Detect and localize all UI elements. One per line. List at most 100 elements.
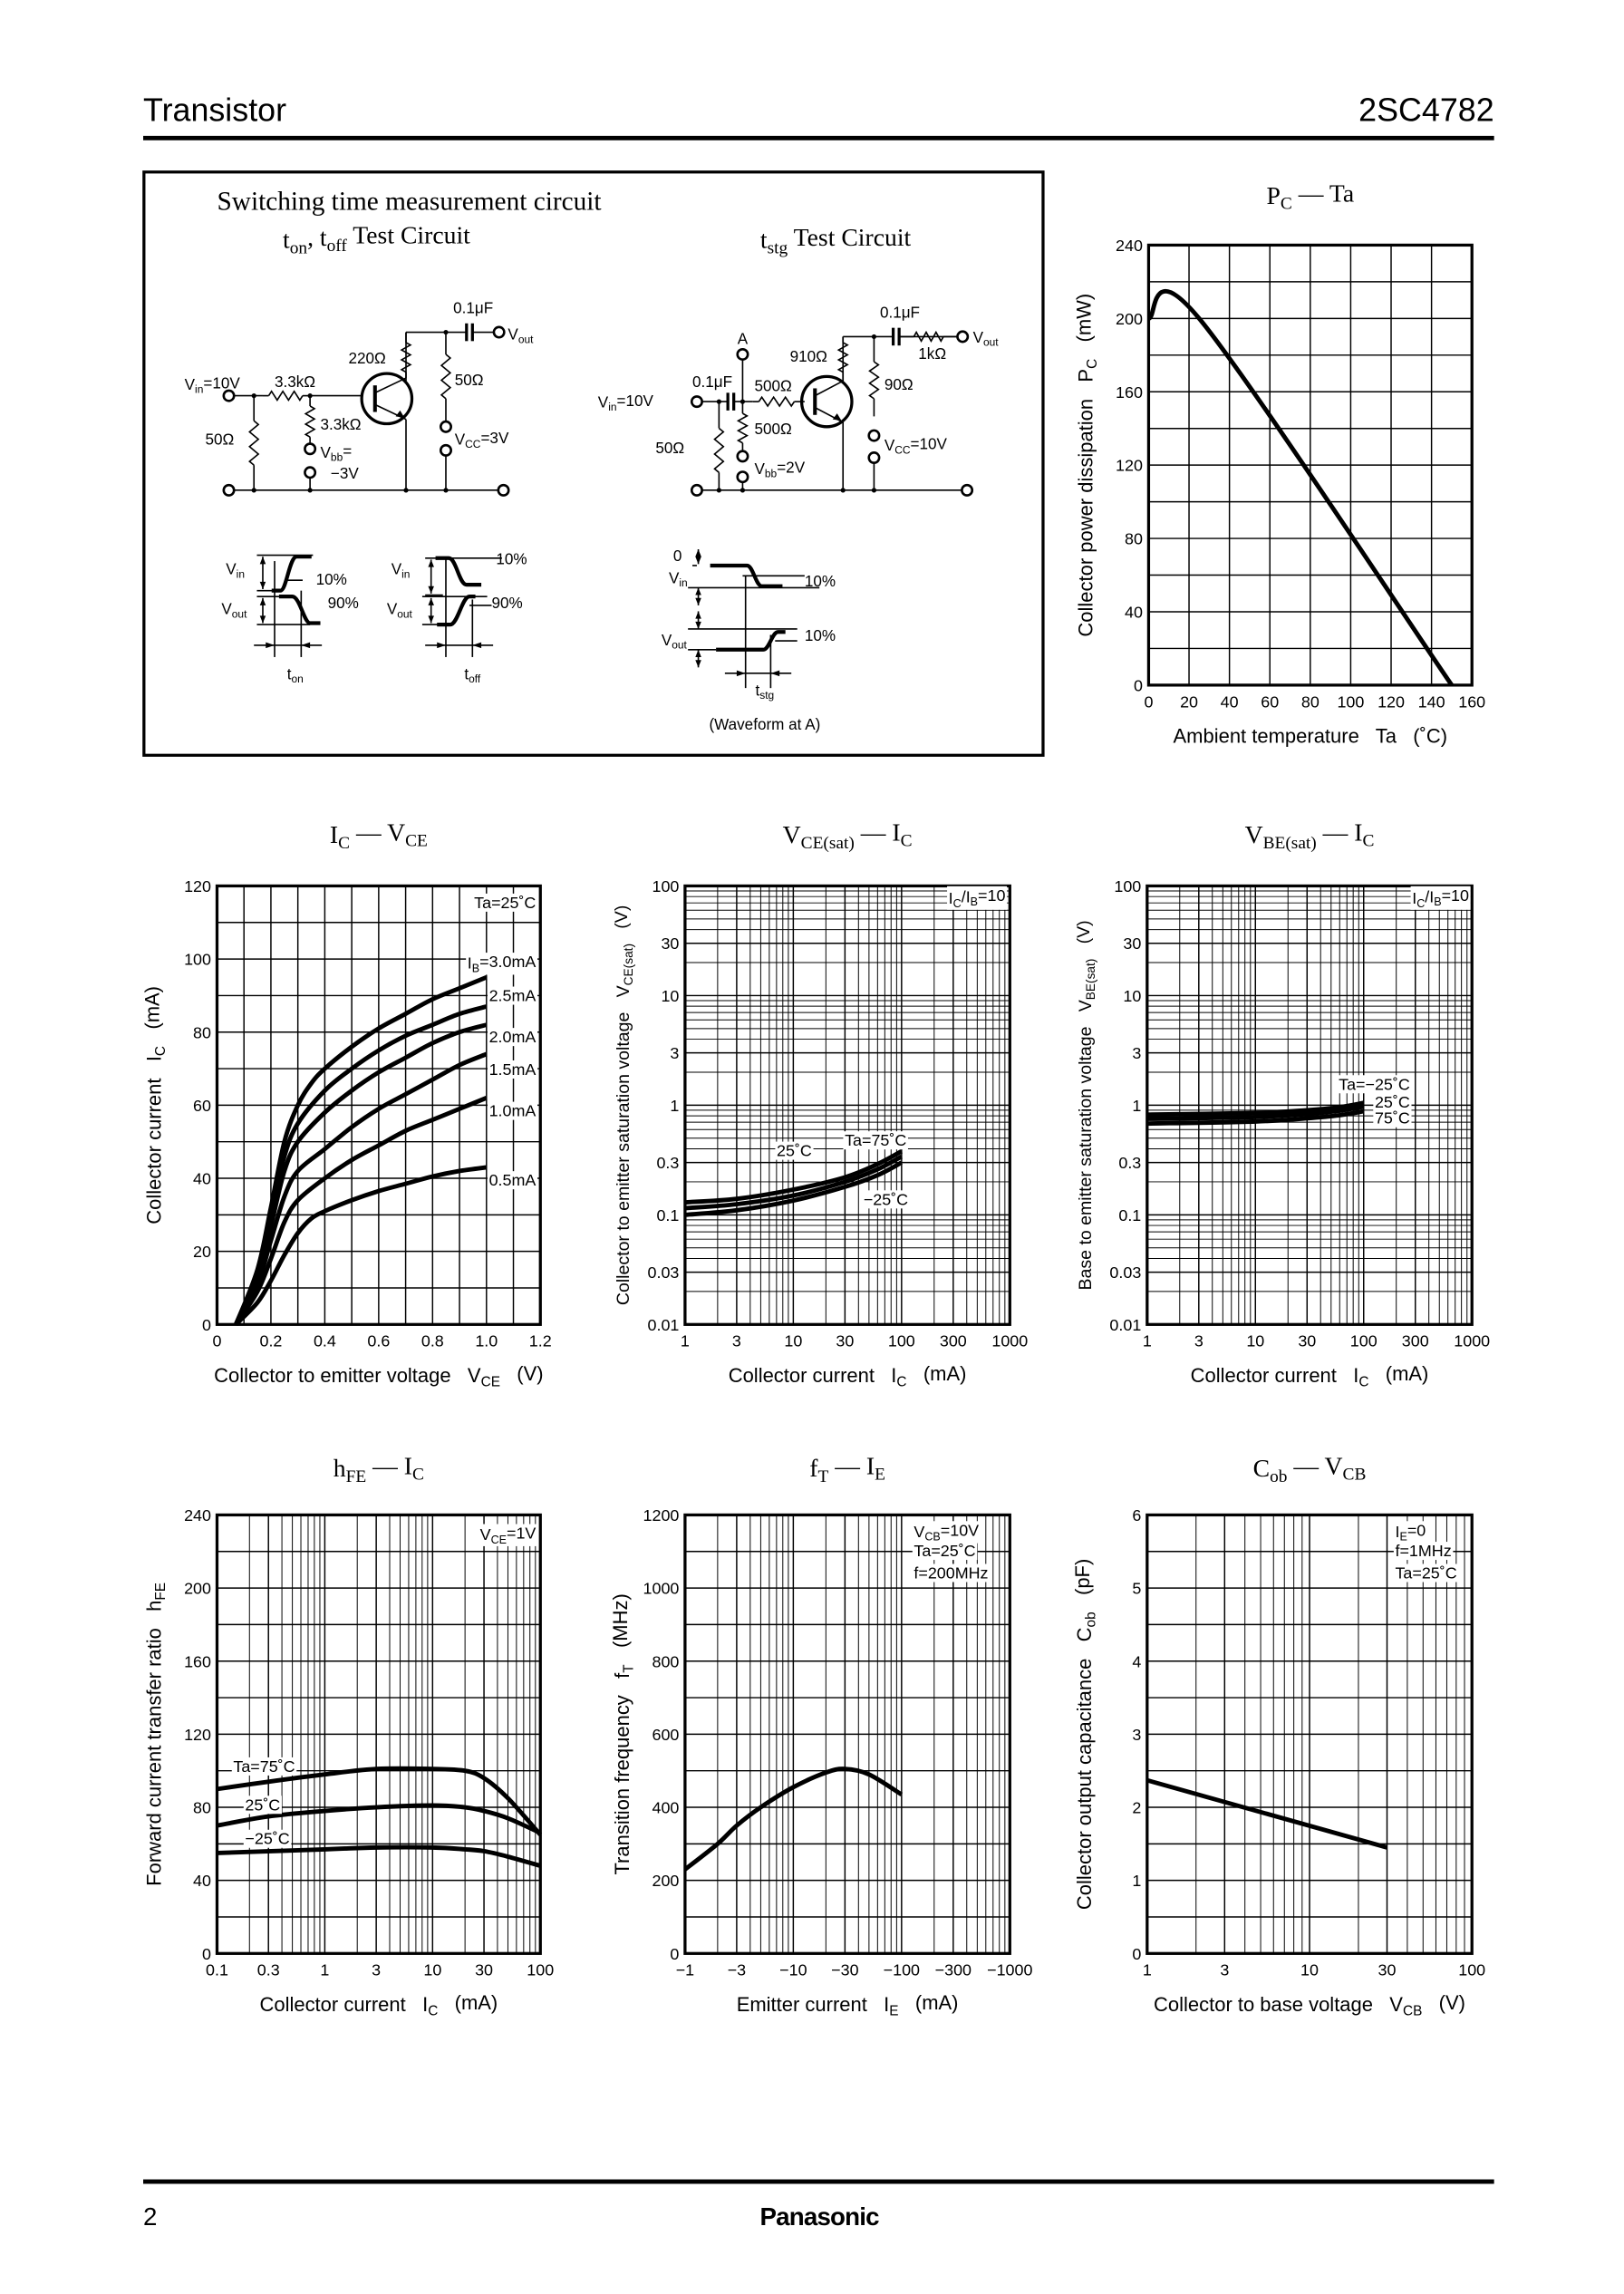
text-part: 2.5mA [489, 987, 536, 1005]
plot-frame [683, 884, 1011, 1326]
text-part: (pF) [1071, 1559, 1094, 1612]
x-tick-label: 3 [732, 1332, 741, 1350]
text-part: V [884, 437, 895, 454]
y-tick-label: 0 [202, 1945, 211, 1963]
text-part: t [283, 226, 290, 254]
text-part: — I [828, 1452, 875, 1480]
text-part: 3.3kΩ [275, 373, 315, 391]
x-tick-label: 100 [1337, 692, 1364, 711]
terminal-icon [867, 451, 881, 465]
y-tick-label: 0.01 [1109, 1316, 1141, 1334]
text-part: Collector to emitter voltage V [214, 1364, 481, 1387]
y-tick-label: 1000 [643, 1580, 680, 1598]
annotation-background [487, 1171, 538, 1190]
text-part: 25˚C [245, 1796, 280, 1814]
circuit-label: Vout [662, 632, 688, 652]
circuit-label: −3V [331, 465, 359, 482]
chart-annotation: VCE=1V [480, 1524, 536, 1546]
text-part: 0.1μF [880, 304, 920, 321]
circuit-label: 90% [328, 595, 359, 612]
chart-annotation: IC/IB=10 [949, 886, 1006, 910]
text-part: Collector current I [1191, 1364, 1359, 1387]
text-part: =10V [941, 1521, 979, 1539]
text-part: V [185, 376, 196, 393]
x-tick-label: 30 [475, 1961, 493, 1979]
circuit-label: Vout [973, 329, 1000, 349]
text-part: Collector current I [143, 1056, 166, 1224]
chart-annotation: Ta=−25˚C [1339, 1075, 1410, 1093]
text-part: (mA) [907, 1362, 967, 1385]
y-tick-label: 400 [652, 1799, 679, 1817]
x-tick-label: −30 [831, 1961, 858, 1979]
text-part: Collector to emitter saturation voltage … [614, 985, 633, 1305]
junction-dot [443, 488, 449, 493]
annotation-background [243, 1829, 292, 1848]
x-tick-label: 10 [784, 1332, 802, 1350]
y-tick-label: 30 [661, 934, 679, 953]
y-tick-label: 10 [1123, 987, 1141, 1005]
circuit-label: 90Ω [884, 376, 914, 393]
subscript: B [1434, 895, 1441, 908]
series-line-4 [234, 1096, 488, 1326]
waveform-trace [437, 595, 476, 627]
text-part: V [783, 820, 801, 848]
x-tick-label: −100 [884, 1961, 920, 1979]
y-tick-label: 1 [670, 1097, 679, 1115]
text-part: Ta=75˚C [845, 1131, 906, 1149]
text-part: V [598, 394, 609, 411]
subscript: C [896, 1374, 906, 1389]
text-part: /I [1425, 887, 1434, 905]
text-part: 500Ω [754, 421, 792, 438]
circuit-label: Vbb=2V [754, 459, 805, 479]
y-tick-label: 5 [1132, 1580, 1141, 1598]
text-part: V [669, 569, 680, 586]
x-tick-label: 20 [1180, 692, 1198, 711]
y-tick-label: 20 [193, 1243, 211, 1261]
text-part: Forward current transfer ratio h [143, 1601, 166, 1886]
series-line-2 [217, 1844, 541, 1868]
y-tick-label: 100 [652, 877, 679, 895]
y-tick-label: 800 [652, 1652, 679, 1670]
plot-frame [215, 1513, 542, 1955]
annotation-background [843, 1131, 908, 1150]
subscript: T [817, 1467, 828, 1486]
junction-dot [251, 488, 256, 493]
annotation-background [487, 1101, 538, 1120]
y-tick-label: 30 [1123, 934, 1141, 953]
annotation-background [487, 986, 538, 1005]
text-part: 90Ω [884, 376, 914, 393]
circuit-label: 500Ω [754, 421, 792, 438]
y-tick-label: 1200 [643, 1506, 680, 1524]
subscript: CB [1403, 2003, 1422, 2018]
text-part: f=200MHz [914, 1564, 988, 1583]
y-tick-label: 3 [1132, 1044, 1141, 1062]
text-part: V [226, 561, 237, 578]
chart-title: fT — IE [809, 1452, 885, 1486]
annotation-background [947, 886, 1008, 910]
x-tick-label: 160 [1458, 692, 1485, 711]
text-part: I [1412, 889, 1416, 907]
circuit-title: Switching time measurement circuit [217, 187, 601, 216]
y-tick-label: 0.1 [656, 1206, 679, 1224]
annotation-background [775, 1141, 814, 1160]
text-part: (mA) [141, 986, 164, 1046]
y-tick-label: 40 [193, 1170, 211, 1188]
series-line-0 [1146, 1777, 1388, 1850]
subscript: stg [759, 689, 774, 702]
text-part: C [1253, 1454, 1270, 1482]
circuit-frame [142, 170, 1045, 757]
terminal-icon [956, 330, 970, 344]
y-tick-label: 0.03 [1109, 1263, 1141, 1282]
chart-pc: PC — Ta0 20 40 60 80 100 120 140 160040801201602… [1073, 179, 1486, 747]
junction-dot [740, 488, 746, 493]
circuit-label: 220Ω [348, 350, 386, 367]
series-line-1 [684, 1154, 904, 1211]
waveform-trace [435, 556, 482, 587]
waveform-trace [278, 595, 321, 625]
junction-dot [307, 488, 313, 493]
subscript: CE [491, 1534, 507, 1546]
circuit-label: Vin=10V [185, 375, 241, 396]
footer-rule [143, 2179, 1494, 2184]
subscript: CE(sat) [801, 834, 855, 853]
chart-vbesat: VBE(sat) — IC1 3 10 30 100 300 10000.010.030.1… [1074, 818, 1490, 1390]
